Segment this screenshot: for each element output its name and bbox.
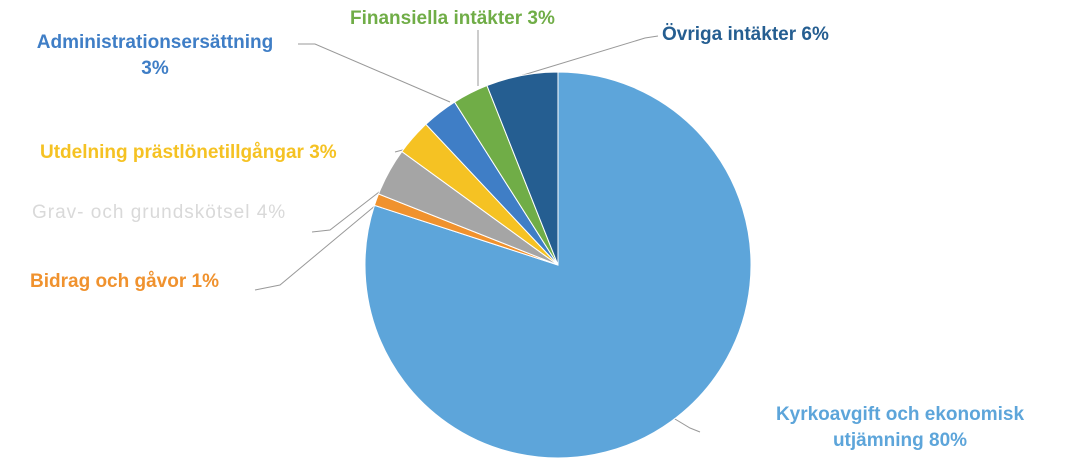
slice-label: Bidrag och gåvor 1%: [30, 269, 219, 295]
category-label: Utdelning prästlönetillgångar: [40, 142, 304, 163]
value-label: 3%: [309, 142, 337, 163]
slice-label: Övriga intäkter 6%: [662, 22, 829, 48]
leader-lines: [254, 30, 701, 433]
category-label: Grav- och grundskötsel: [32, 202, 251, 223]
slice-label: Finansiella intäkter 3%: [350, 6, 555, 32]
slice-label: Kyrkoavgift och ekonomisk utjämning 80%: [740, 402, 1060, 454]
value-label: 80%: [929, 430, 968, 451]
slice-label: Utdelning prästlönetillgångar 3%: [40, 140, 337, 166]
value-label: 1%: [191, 271, 219, 292]
value-label: 3%: [527, 8, 555, 29]
pie-slice: [486, 71, 559, 266]
leader-line: [519, 35, 659, 77]
value-label: 4%: [256, 202, 287, 223]
leader-line: [311, 181, 393, 233]
slice-label: Administrationsersättning 3%: [5, 30, 305, 82]
slice-label: Grav- och grundskötsel 4%: [32, 200, 286, 226]
category-label: Bidrag och gåvor: [30, 271, 187, 292]
category-label: Övriga intäkter: [662, 24, 797, 45]
leader-line: [298, 43, 451, 103]
category-label: Finansiella intäkter: [350, 8, 523, 29]
value-label: 3%: [141, 58, 169, 79]
category-label: Administrationsersättning: [36, 32, 274, 53]
value-label: 6%: [801, 24, 829, 45]
category-label: Kyrkoavgift och ekonomisk utjämning: [775, 404, 1025, 451]
leader-line: [254, 199, 383, 291]
